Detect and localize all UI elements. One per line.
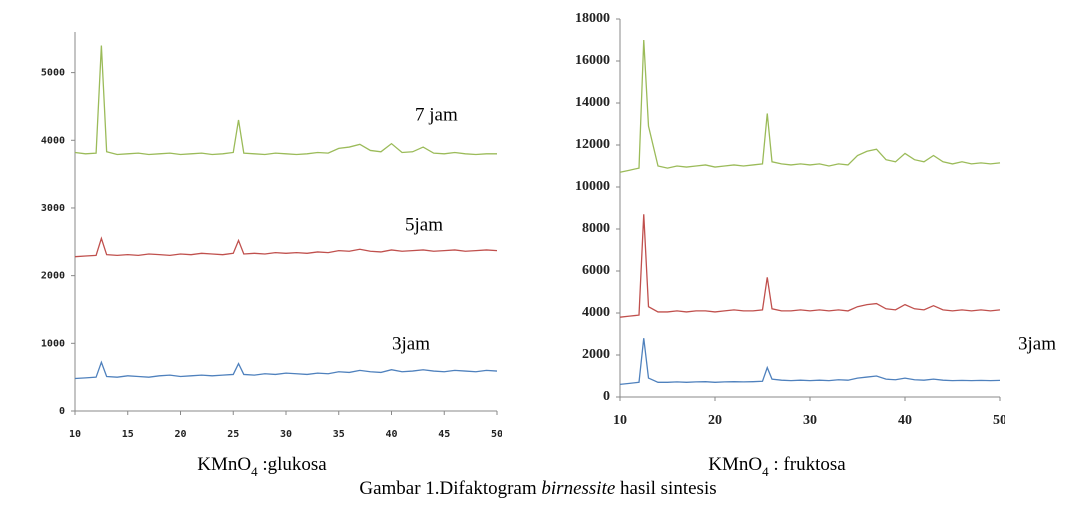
x-tick-label: 30 <box>803 413 817 428</box>
x-axis-title-part: :glukosa <box>258 454 328 475</box>
x-axis-title: KMnO4 : fruktosa <box>708 454 846 479</box>
x-axis-title-part: 4 <box>762 464 769 479</box>
series-label: 7 jam <box>415 104 458 125</box>
caption-part: Gambar 1.Difaktogram <box>359 478 541 499</box>
caption-part: hasil sintesis <box>615 478 716 499</box>
caption-part: birnessite <box>541 478 615 499</box>
y-tick-label: 10000 <box>575 179 610 194</box>
chart: 0 1000 2000 3000 4000 5000 10 15 20 25 30 35 40 45 50 <box>41 32 503 440</box>
chart: 0 2000 4000 6000 8000 10000 12000 14000 16000 180… <box>575 11 1007 428</box>
caption: Gambar 1.Difaktogram birnessite hasil si… <box>359 478 716 499</box>
y-tick-label: 8000 <box>582 221 610 236</box>
x-tick-label: 20 <box>708 413 722 428</box>
series-line <box>74 236 498 258</box>
x-axis-title-part: KMnO <box>708 454 762 475</box>
x-tick-label: 10 <box>69 429 81 440</box>
y-tick-label: 18000 <box>575 11 610 26</box>
x-tick-label: 25 <box>227 429 239 440</box>
y-tick-label: 12000 <box>575 137 610 152</box>
series-line <box>619 39 1001 173</box>
y-tick-label: 1000 <box>41 338 65 349</box>
x-tick-label: 50 <box>491 429 503 440</box>
x-axis-title-part: 4 <box>251 464 258 479</box>
y-tick-label: 4000 <box>41 135 65 146</box>
y-tick-label: 3000 <box>41 203 65 214</box>
x-tick-label: 50 <box>993 413 1007 428</box>
series-line <box>619 214 1001 318</box>
y-tick-label: 0 <box>603 389 610 404</box>
y-tick-label: 0 <box>59 406 65 417</box>
series-label: 5jam <box>405 214 443 235</box>
x-tick-label: 35 <box>333 429 345 440</box>
y-tick-label: 2000 <box>582 347 610 362</box>
x-tick-label: 40 <box>898 413 912 428</box>
series-line <box>619 338 1001 386</box>
series-label: 3jam <box>392 333 430 354</box>
x-tick-label: 30 <box>280 429 292 440</box>
x-tick-label: 15 <box>122 429 134 440</box>
x-axis-title-part: : fruktosa <box>769 454 847 475</box>
y-tick-label: 6000 <box>582 263 610 278</box>
y-tick-label: 4000 <box>582 305 610 320</box>
series-label: 3jam <box>1018 333 1056 354</box>
y-tick-label: 16000 <box>575 53 610 68</box>
x-tick-label: 45 <box>438 429 450 440</box>
x-tick-label: 40 <box>385 429 397 440</box>
series-line <box>74 45 497 156</box>
x-axis-title-part: KMnO <box>197 454 251 475</box>
y-tick-label: 14000 <box>575 95 610 110</box>
x-axis-title: KMnO4 :glukosa <box>197 454 327 479</box>
x-tick-label: 20 <box>174 429 186 440</box>
series-line <box>74 360 498 380</box>
x-tick-label: 10 <box>613 413 627 428</box>
y-tick-label: 2000 <box>41 271 65 282</box>
y-tick-label: 5000 <box>41 68 65 79</box>
